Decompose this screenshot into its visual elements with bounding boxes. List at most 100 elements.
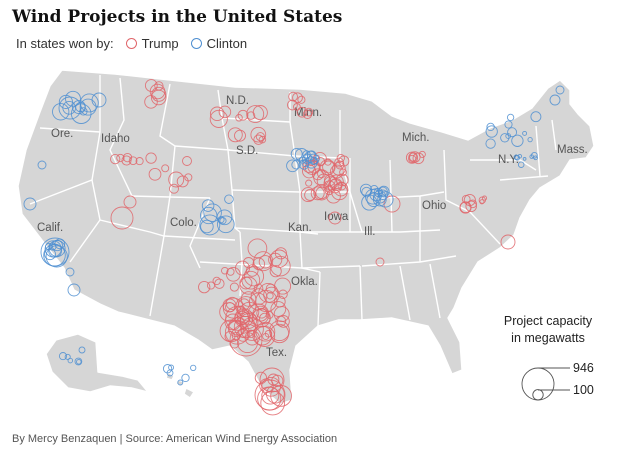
wind-project-circle: [300, 187, 316, 203]
wind-project-circle: [79, 107, 88, 116]
alaska-shape: [45, 333, 149, 393]
wind-project-circle: [302, 109, 313, 119]
credit-line: By Mercy Benzaquen | Source: American Wi…: [12, 433, 338, 445]
wind-project-circle: [218, 105, 232, 119]
wind-project-circle: [522, 157, 527, 161]
wind-project-circle: [246, 264, 259, 277]
wind-project-circle: [144, 95, 158, 109]
size-legend-title-1: Project capacity: [504, 314, 593, 328]
wind-project-circle: [225, 296, 239, 310]
wind-project-circle: [168, 171, 185, 188]
wind-project-circle: [530, 111, 542, 123]
wind-project-circle: [269, 320, 290, 342]
wind-project-circle: [78, 346, 86, 354]
wind-project-circle: [168, 364, 175, 371]
wind-project-circle: [190, 364, 197, 372]
wind-project-circle: [500, 133, 510, 143]
wind-project-circle: [76, 359, 82, 365]
label-sd: S.D.: [236, 145, 258, 157]
wind-project-circle: [292, 92, 303, 104]
wind-project-circle: [237, 109, 249, 121]
wind-project-circle: [240, 317, 264, 341]
wind-project-circle: [259, 378, 274, 393]
wind-project-circle: [377, 191, 394, 208]
wind-project-circle: [65, 90, 81, 107]
wind-project-circle: [65, 267, 75, 277]
wind-project-circle: [507, 127, 518, 138]
wind-project-circle: [148, 167, 162, 181]
label-minn: Minn.: [294, 107, 322, 119]
wind-project-circle: [209, 109, 228, 128]
wind-project-circle: [116, 153, 125, 163]
wind-project-circle: [322, 160, 335, 174]
label-mich: Mich.: [402, 132, 429, 144]
wind-project-circle: [226, 267, 235, 276]
wind-project-circle: [259, 367, 285, 393]
wind-project-circle: [505, 133, 512, 139]
legend-trump-label: Trump: [141, 36, 179, 51]
wind-project-circle: [273, 295, 286, 308]
wind-project-circle: [121, 155, 132, 166]
wind-project-circle: [264, 329, 273, 338]
wind-project-circle: [234, 129, 246, 142]
wind-project-circle: [298, 159, 310, 170]
wind-project-circle: [527, 136, 533, 143]
wind-project-circle: [286, 159, 299, 173]
wind-project-circle: [305, 179, 313, 187]
wind-project-circle: [184, 173, 193, 182]
wind-project-circle: [365, 188, 381, 205]
wind-project-circle: [182, 156, 192, 166]
trump-circle-icon: [125, 38, 137, 49]
wind-project-circle: [335, 160, 345, 170]
wind-project-circle: [199, 214, 221, 236]
wind-project-circle: [219, 319, 243, 343]
label-idaho: Idaho: [101, 133, 130, 145]
wind-project-circle: [40, 237, 70, 267]
wind-project-circle: [67, 283, 81, 297]
wind-project-circle: [481, 195, 488, 201]
wind-project-circle: [287, 99, 298, 111]
clinton-circle-icon: [190, 38, 202, 49]
label-ill: Ill.: [364, 226, 376, 238]
label-ohio: Ohio: [422, 200, 446, 212]
wind-project-circle: [305, 156, 318, 169]
wind-project-circle: [277, 315, 290, 328]
wind-project-circle: [71, 100, 86, 115]
wind-project-circle: [366, 192, 381, 207]
wind-project-circle: [294, 148, 309, 162]
wind-project-circle: [531, 151, 538, 159]
wind-project-circle: [91, 92, 107, 108]
wind-project-circle: [479, 199, 485, 205]
wind-project-circle: [549, 94, 561, 106]
wind-project-circle: [51, 239, 63, 252]
wind-project-circle: [110, 206, 134, 230]
capacity-size-legend: Project capacity in megawatts 946 100: [504, 314, 594, 401]
label-colo: Colo.: [170, 217, 197, 229]
party-legend: In states won by: Trump Clinton: [16, 36, 247, 51]
wind-project-circle: [463, 193, 476, 207]
wind-project-circle: [486, 122, 495, 132]
wind-project-circle: [201, 199, 215, 212]
wind-project-circle: [58, 352, 68, 361]
wind-project-circle: [219, 217, 227, 225]
wind-project-circle: [62, 100, 77, 115]
wind-project-circle: [377, 185, 390, 198]
wind-project-circle: [37, 160, 47, 170]
wind-project-circle: [253, 251, 274, 272]
wind-project-circle: [214, 278, 225, 289]
wind-project-circle: [169, 183, 179, 194]
wind-project-circle: [79, 98, 97, 116]
wind-project-circle: [468, 199, 478, 209]
wind-project-circle: [216, 209, 233, 226]
wind-project-circle: [260, 390, 286, 416]
size-legend-small-label: 100: [573, 383, 594, 397]
wind-project-circle: [123, 195, 137, 209]
wind-project-circle: [219, 302, 239, 322]
wind-project-circle: [254, 379, 286, 411]
wind-project-circle: [224, 194, 234, 204]
wind-project-circle: [227, 127, 243, 143]
wind-project-circle: [235, 114, 243, 122]
wind-project-circle: [315, 186, 328, 200]
wind-project-circle: [45, 245, 68, 268]
wind-project-circle: [513, 154, 519, 160]
